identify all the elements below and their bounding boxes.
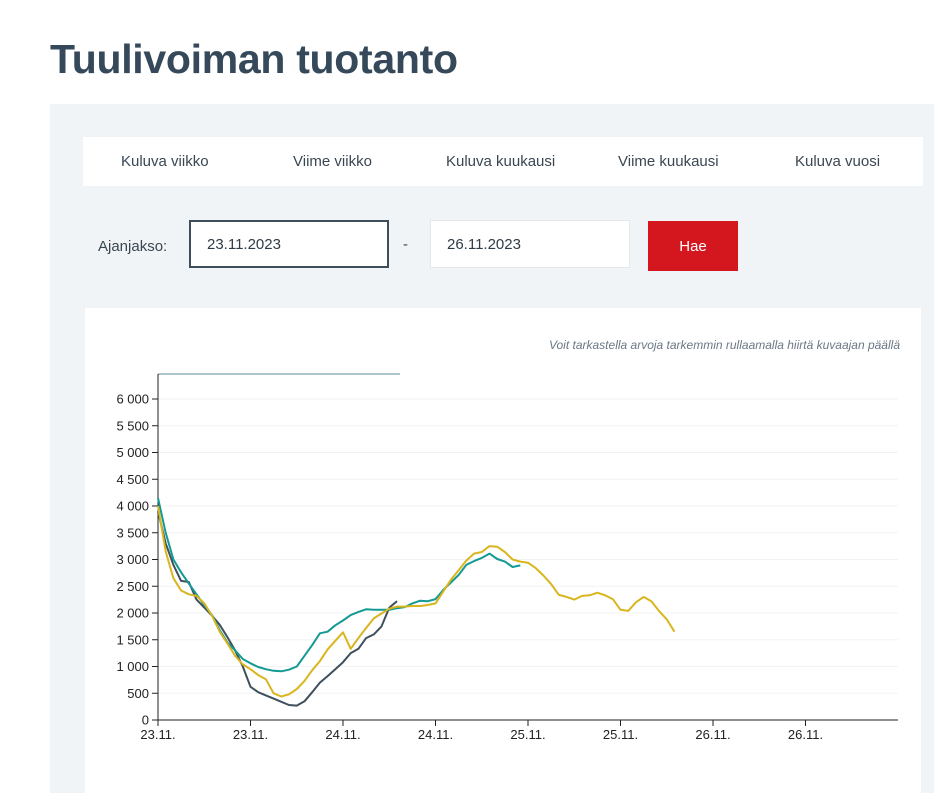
y-tick-label: 2 000	[116, 606, 149, 621]
page-title: Tuulivoiman tuotanto	[50, 36, 458, 82]
date-range-separator: -	[403, 236, 408, 253]
date-range-label: Ajanjakso:	[98, 238, 168, 255]
y-tick-label: 0	[142, 713, 149, 728]
tab-kuluva-viikko[interactable]: Kuluva viikko	[121, 153, 209, 170]
y-tick-label: 4 000	[116, 499, 149, 514]
y-tick-label: 3 500	[116, 525, 149, 540]
x-tick-label: 26.11.	[695, 727, 730, 742]
chart-card: Voit tarkastella arvoja tarkemmin rullaa…	[85, 308, 921, 793]
y-tick-label: 4 500	[116, 472, 149, 487]
y-tick-label: 3 000	[116, 552, 149, 567]
y-tick-label: 5 500	[116, 418, 149, 433]
series-line-1	[157, 511, 398, 707]
content-panel: Kuluva viikko Viime viikko Kuluva kuukau…	[50, 104, 934, 793]
start-date-input[interactable]	[189, 220, 389, 268]
period-tabs: Kuluva viikko Viime viikko Kuluva kuukau…	[83, 137, 923, 186]
tab-viime-kuukausi[interactable]: Viime kuukausi	[618, 153, 719, 170]
production-chart[interactable]: 0 500 1 000 1 500 2 000 2 500 3 000 3 500 4 000 4…	[85, 308, 921, 793]
tab-kuluva-vuosi[interactable]: Kuluva vuosi	[795, 153, 881, 170]
tab-viime-viikko[interactable]: Viime viikko	[293, 153, 372, 170]
x-tick-label: 25.11.	[603, 727, 638, 742]
series-line-2	[157, 497, 521, 673]
end-date-input[interactable]	[430, 220, 630, 268]
y-tick-label: 6 000	[116, 392, 149, 407]
x-tick-label: 25.11.	[510, 727, 545, 742]
tab-kuluva-kuukausi[interactable]: Kuluva kuukausi	[446, 153, 556, 170]
y-tick-label: 500	[127, 686, 149, 701]
y-tick-label: 1 000	[116, 659, 149, 674]
series-line-3	[157, 505, 676, 698]
y-tick-label: 5 000	[116, 445, 149, 460]
x-tick-label: 23.11.	[233, 727, 268, 742]
x-tick-label: 26.11.	[788, 727, 823, 742]
x-tick-label: 23.11.	[140, 727, 175, 742]
y-tick-label: 1 500	[116, 632, 149, 647]
x-tick-label: 24.11.	[418, 727, 453, 742]
x-tick-label: 24.11.	[325, 727, 360, 742]
search-button[interactable]: Hae	[648, 221, 738, 271]
chart-hint: Voit tarkastella arvoja tarkemmin rullaa…	[548, 338, 900, 352]
y-tick-label: 2 500	[116, 579, 149, 594]
